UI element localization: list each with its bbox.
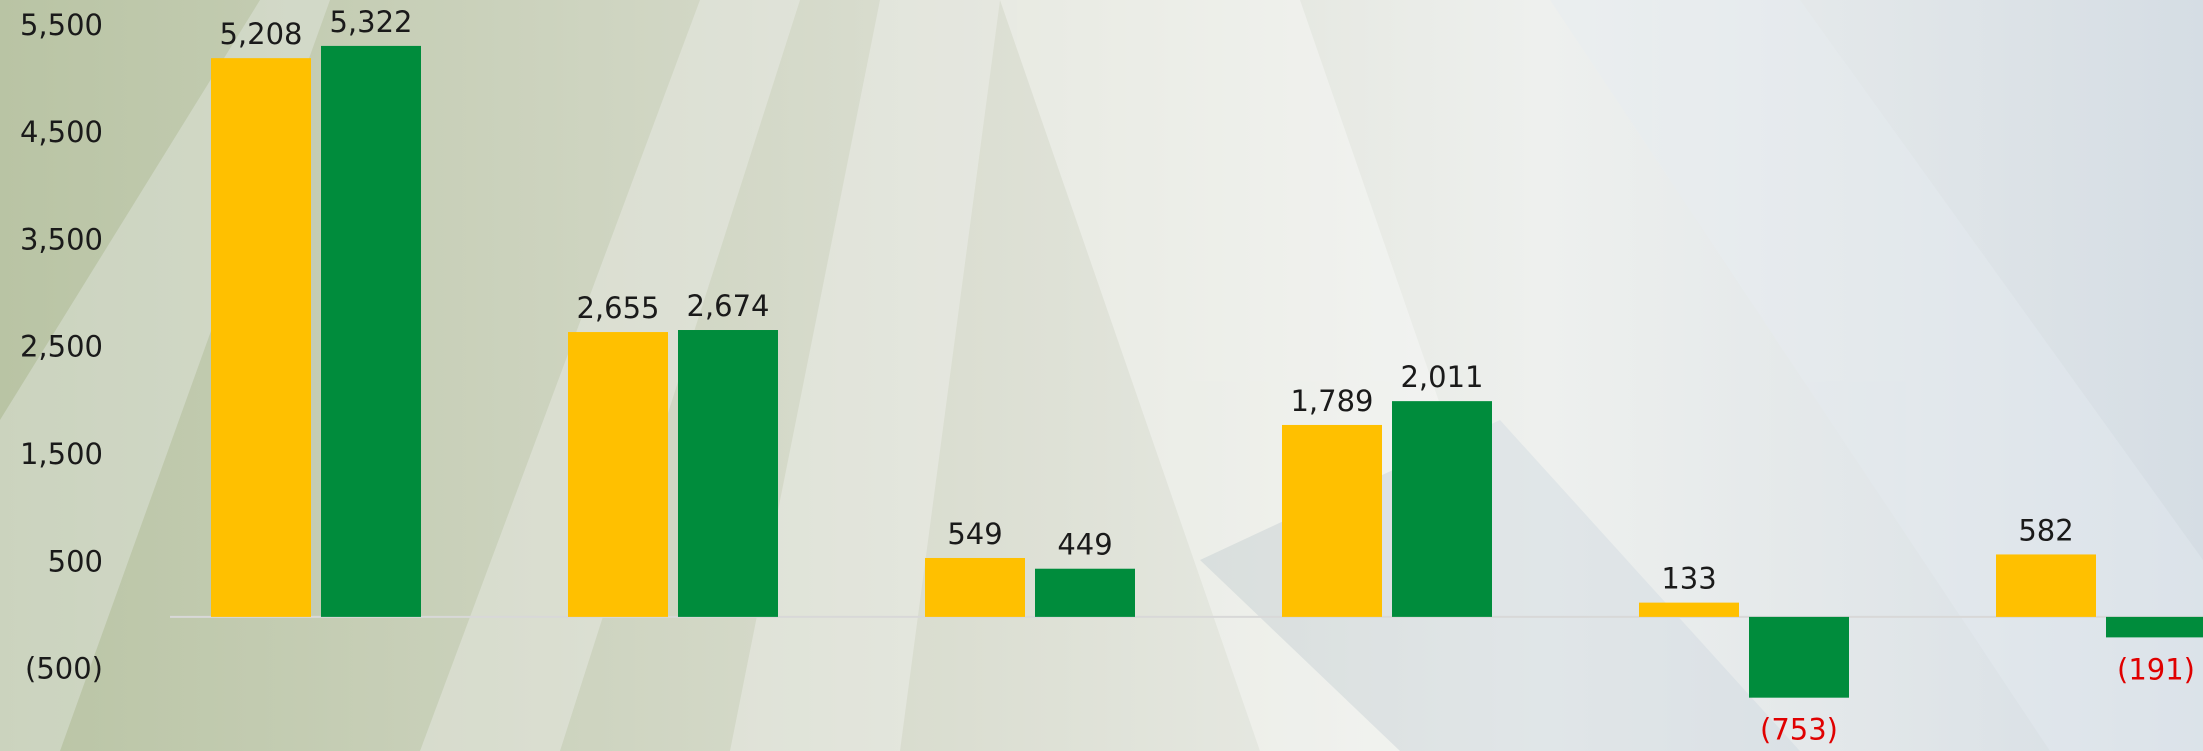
data-label: 2,674 — [686, 289, 769, 323]
y-tick-label: 2,500 — [20, 330, 103, 364]
y-tick-label: 1,500 — [20, 437, 103, 471]
bar — [1749, 616, 1849, 698]
bar — [925, 557, 1025, 617]
data-label: (191) — [2117, 652, 2195, 686]
bar — [2106, 616, 2203, 638]
bar — [568, 332, 668, 617]
bar — [211, 58, 311, 617]
y-tick-label: 5,500 — [20, 8, 103, 42]
y-tick-label: (500) — [25, 652, 103, 686]
data-label: 549 — [947, 517, 1002, 551]
data-label: (753) — [1760, 713, 1838, 747]
data-label: 133 — [1661, 562, 1716, 596]
bar — [1392, 401, 1492, 617]
data-label: 5,322 — [329, 5, 412, 39]
bar — [1996, 554, 2096, 617]
data-label: 1,789 — [1290, 384, 1373, 418]
bar — [1639, 602, 1739, 617]
data-label: 5,208 — [219, 17, 302, 51]
bar — [321, 45, 421, 617]
data-label: 2,655 — [576, 291, 659, 325]
bar — [1035, 568, 1135, 617]
y-tick-label: 4,500 — [20, 115, 103, 149]
data-label: 449 — [1057, 528, 1112, 562]
y-tick-label: 500 — [48, 544, 103, 578]
y-tick-label: 3,500 — [20, 222, 103, 256]
data-label: 582 — [2018, 513, 2073, 547]
data-label: 2,011 — [1400, 360, 1483, 394]
bar — [678, 330, 778, 617]
bar — [1282, 424, 1382, 617]
